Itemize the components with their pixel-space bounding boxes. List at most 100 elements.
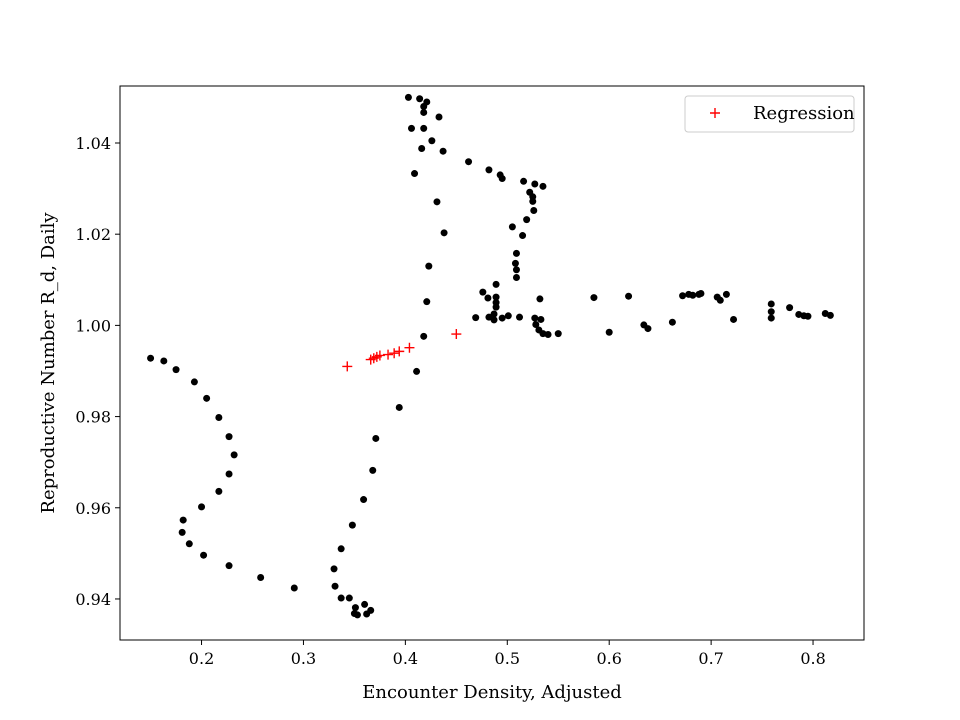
data-point — [172, 366, 180, 374]
data-point — [512, 274, 520, 282]
data-point — [420, 332, 428, 340]
data-point — [531, 314, 539, 322]
data-point — [200, 551, 208, 559]
regression-series — [342, 329, 462, 372]
data-point — [605, 328, 613, 336]
x-tick-label: 0.6 — [596, 649, 621, 668]
data-point — [730, 315, 738, 323]
data-point — [404, 93, 412, 101]
data-point — [203, 394, 211, 402]
data-point — [492, 303, 500, 311]
data-point — [490, 310, 498, 318]
y-tick-label: 1.04 — [75, 134, 111, 153]
data-point — [418, 144, 426, 152]
data-point — [420, 108, 428, 116]
data-point — [351, 604, 359, 612]
data-point — [440, 229, 448, 237]
data-point — [345, 594, 353, 602]
data-point — [348, 521, 356, 529]
data-point — [178, 528, 186, 536]
data-point — [372, 434, 380, 442]
data-point — [530, 206, 538, 214]
data-point — [554, 330, 562, 338]
data-point — [331, 582, 339, 590]
data-point — [425, 262, 433, 270]
y-tick-label: 1.02 — [75, 225, 111, 244]
data-point — [185, 540, 193, 548]
data-point — [179, 516, 187, 524]
data-point — [160, 357, 168, 365]
data-point — [504, 312, 512, 320]
data-point — [512, 266, 520, 274]
legend-label-regression: Regression — [753, 103, 855, 124]
data-point — [435, 113, 443, 121]
data-point — [537, 315, 545, 323]
data-point — [529, 197, 537, 205]
data-point — [679, 292, 687, 300]
x-tick-label: 0.4 — [393, 649, 418, 668]
data-point — [428, 137, 436, 145]
data-point — [492, 293, 500, 301]
data-point — [190, 378, 198, 386]
data-point — [532, 320, 540, 328]
data-point — [511, 259, 519, 267]
y-tick-label: 0.96 — [75, 499, 111, 518]
data-point — [147, 354, 155, 362]
data-point — [625, 292, 633, 300]
legend-box — [684, 95, 855, 133]
data-point — [519, 232, 527, 240]
y-tick-label: 0.94 — [75, 590, 111, 609]
data-point — [360, 496, 368, 504]
data-point — [498, 175, 506, 183]
data-point — [484, 294, 492, 302]
legend: Regression — [684, 95, 855, 133]
data-point — [361, 600, 369, 608]
data-point — [225, 562, 233, 570]
x-tick-label: 0.8 — [800, 649, 825, 668]
regression-point — [374, 350, 385, 361]
observed-series — [147, 93, 834, 619]
data-point — [369, 466, 377, 474]
data-point — [689, 291, 697, 299]
y-axis: 0.94 0.96 0.98 1.00 1.02 1.04 — [75, 134, 120, 609]
x-axis: 0.2 0.3 0.4 0.5 0.6 0.7 0.8 — [189, 640, 826, 668]
regression-point — [389, 348, 400, 359]
data-point — [257, 574, 265, 582]
data-point — [416, 95, 424, 103]
data-point — [225, 470, 233, 478]
data-point — [465, 158, 473, 166]
x-tick-label: 0.5 — [495, 649, 520, 668]
data-point — [767, 300, 775, 308]
x-tick-label: 0.3 — [291, 649, 316, 668]
data-point — [290, 584, 298, 592]
data-point — [520, 177, 528, 185]
data-point — [512, 249, 520, 257]
data-point — [407, 124, 415, 132]
data-point — [230, 451, 238, 459]
data-point — [420, 124, 428, 132]
legend-plus-icon — [710, 108, 720, 118]
data-point — [411, 170, 419, 178]
data-point — [516, 313, 524, 321]
data-point — [363, 610, 371, 618]
data-point — [479, 288, 487, 296]
x-tick-label: 0.7 — [698, 649, 723, 668]
data-point — [225, 433, 233, 441]
data-point — [826, 311, 834, 319]
data-point — [423, 98, 431, 106]
data-point — [492, 280, 500, 288]
data-point — [722, 290, 730, 298]
data-point — [353, 611, 361, 619]
y-axis-label: Reproductive Number R_d, Daily — [38, 212, 59, 514]
data-point — [472, 314, 480, 322]
data-point — [804, 312, 812, 320]
x-tick-label: 0.2 — [189, 649, 214, 668]
data-point — [215, 413, 223, 421]
data-point — [498, 314, 506, 322]
data-point — [198, 503, 206, 511]
data-point — [413, 367, 421, 375]
data-point — [508, 223, 516, 231]
data-point — [786, 304, 794, 312]
data-point — [337, 545, 345, 553]
